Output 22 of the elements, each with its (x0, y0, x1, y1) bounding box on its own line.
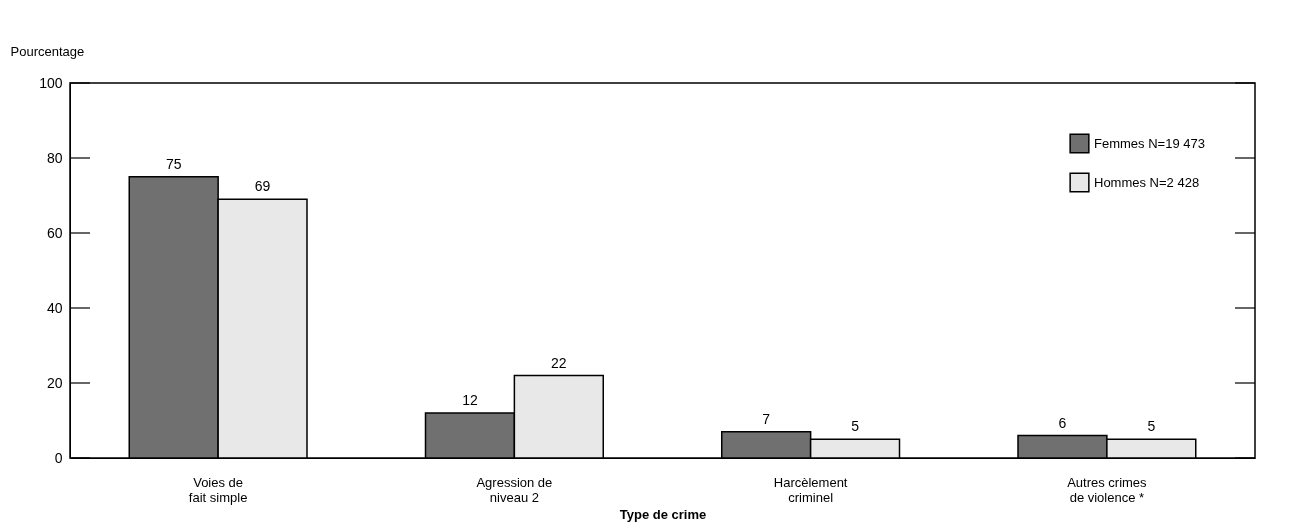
x-tick-label: Autres crimes de violence * (1067, 474, 1148, 505)
x-axis-title: Type de crime (619, 506, 707, 522)
y-tick-label: 20 (46, 374, 63, 391)
y-tick-label: 40 (46, 299, 63, 316)
data-label: 5 (851, 418, 860, 435)
data-label: 5 (1147, 418, 1156, 435)
y-tick-label: 80 (46, 149, 63, 166)
x-tick-label: Voies de fait simple (188, 474, 248, 505)
y-tick-label: 100 (39, 74, 63, 91)
legend-label: Femmes N=19 473 (1094, 135, 1205, 151)
x-tick-label: Harcèlement criminel (773, 474, 848, 505)
legend-label: Hommes N=2 428 (1094, 174, 1200, 190)
data-label: 69 (254, 178, 271, 195)
y-axis-title: Pourcentage (10, 43, 85, 59)
data-label: 7 (762, 410, 771, 427)
data-label: 12 (462, 392, 478, 408)
y-tick-label: 0 (54, 449, 63, 466)
data-label: 6 (1058, 414, 1067, 431)
data-label: 75 (165, 155, 182, 172)
x-tick-label: Agression de niveau 2 (476, 474, 553, 505)
y-tick-label: 60 (46, 224, 63, 241)
data-label: 22 (551, 354, 567, 371)
